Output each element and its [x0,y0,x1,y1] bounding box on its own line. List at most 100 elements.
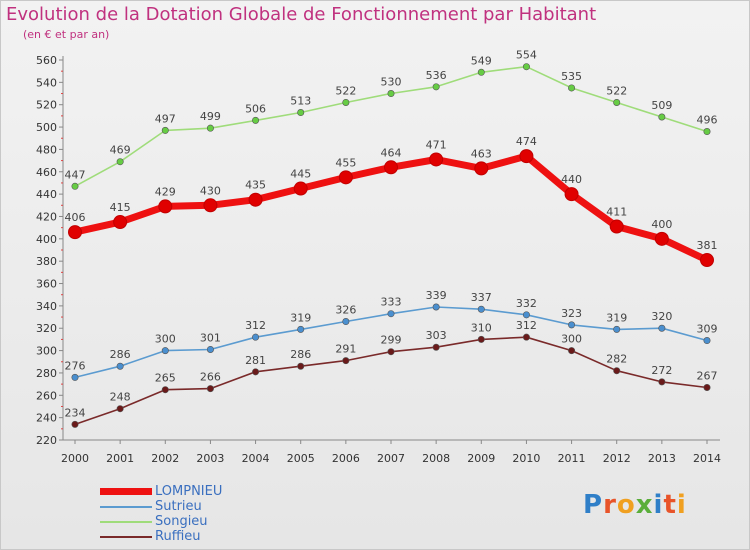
legend-item-lompnieu: LOMPNIEU [100,484,280,499]
data-label-songieu: 536 [426,69,447,82]
data-label-sutrieu: 286 [110,348,131,361]
data-label-songieu: 549 [471,54,492,67]
x-tick-label: 2010 [512,452,540,465]
x-tick-label: 2011 [558,452,586,465]
data-label-ruffieu: 291 [335,343,356,356]
data-point-songieu [342,98,350,106]
data-point-lompnieu [293,181,308,196]
data-point-ruffieu [522,333,530,341]
data-point-lompnieu [474,161,489,176]
logo-letter: t [663,490,677,520]
y-tick-label: 520 [36,99,57,112]
y-tick-label: 380 [36,255,57,268]
data-label-songieu: 447 [65,168,86,181]
data-point-sutrieu [206,345,214,353]
x-tick-label: 2007 [377,452,405,465]
x-tick-label: 2006 [332,452,360,465]
y-tick-label: 540 [36,76,57,89]
data-point-ruffieu [297,362,305,370]
data-point-ruffieu [432,343,440,351]
y-tick-label: 400 [36,233,57,246]
data-point-songieu [703,128,711,136]
data-label-lompnieu: 474 [516,135,537,148]
data-point-songieu [568,84,576,92]
x-tick-label: 2003 [196,452,224,465]
data-label-sutrieu: 319 [290,311,311,324]
y-tick-label: 300 [36,345,57,358]
logo-letter: P [583,490,604,520]
legend-item-ruffieu: Ruffieu [100,529,280,544]
data-point-lompnieu [68,225,82,240]
data-point-sutrieu [297,325,305,333]
data-point-sutrieu [432,303,440,311]
data-point-lompnieu [564,187,579,202]
data-point-songieu [522,63,530,71]
y-tick-label: 280 [36,367,57,380]
data-point-ruffieu [387,348,395,356]
data-label-songieu: 530 [381,76,402,89]
data-point-sutrieu [568,321,576,329]
data-label-ruffieu: 266 [200,371,221,384]
y-tick-label: 440 [36,188,57,201]
data-point-sutrieu [387,310,395,318]
logo-letter: o [616,490,636,520]
data-label-ruffieu: 303 [426,329,447,342]
chart-subtitle: (en € et par an) [23,28,110,41]
y-tick-label: 240 [36,412,57,425]
data-point-lompnieu [384,160,398,175]
data-point-ruffieu [613,367,621,375]
data-label-sutrieu: 332 [516,297,537,310]
data-label-lompnieu: 463 [471,147,492,160]
y-tick-label: 460 [36,166,57,179]
data-point-ruffieu [658,378,666,386]
data-point-songieu [387,90,395,98]
data-label-songieu: 554 [516,49,537,62]
legend-swatch [100,536,152,538]
data-point-songieu [658,113,666,121]
data-label-lompnieu: 429 [155,185,176,198]
data-label-sutrieu: 276 [65,359,86,372]
data-label-lompnieu: 445 [290,168,311,181]
data-label-sutrieu: 309 [697,323,718,336]
data-label-songieu: 496 [697,114,718,127]
data-point-sutrieu [252,333,260,341]
data-label-lompnieu: 455 [335,156,356,169]
y-tick-label: 420 [36,210,57,223]
x-tick-label: 2001 [106,452,134,465]
data-label-songieu: 506 [245,102,266,115]
data-point-ruffieu [116,405,124,413]
x-tick-label: 2013 [648,452,676,465]
data-label-ruffieu: 267 [697,369,718,382]
data-label-ruffieu: 286 [290,348,311,361]
data-label-sutrieu: 320 [651,310,672,323]
y-tick-label: 560 [36,54,57,67]
data-label-lompnieu: 464 [381,146,402,159]
data-point-songieu [477,68,485,76]
data-label-ruffieu: 272 [651,364,672,377]
data-label-songieu: 535 [561,70,582,83]
data-label-sutrieu: 337 [471,291,492,304]
data-label-lompnieu: 430 [200,184,221,197]
data-point-ruffieu [703,383,711,391]
logo-letter: x [635,490,654,520]
data-label-ruffieu: 310 [471,321,492,334]
data-point-sutrieu [116,362,124,370]
data-point-ruffieu [206,385,214,393]
data-label-ruffieu: 234 [65,406,86,419]
data-label-lompnieu: 406 [65,211,86,224]
legend-swatch [100,488,152,495]
data-label-sutrieu: 333 [381,296,402,309]
data-label-lompnieu: 440 [561,173,582,186]
x-tick-label: 2004 [242,452,270,465]
y-tick-label: 340 [36,300,57,313]
y-tick-label: 480 [36,143,57,156]
logo-letter: i [676,490,687,520]
data-label-lompnieu: 415 [110,201,131,214]
data-point-sutrieu [342,318,350,326]
legend-item-sutrieu: Sutrieu [100,499,280,514]
data-label-songieu: 513 [290,95,311,108]
data-label-ruffieu: 282 [606,353,627,366]
data-label-lompnieu: 471 [426,138,447,151]
proxiti-logo: Proxiti [583,490,687,520]
